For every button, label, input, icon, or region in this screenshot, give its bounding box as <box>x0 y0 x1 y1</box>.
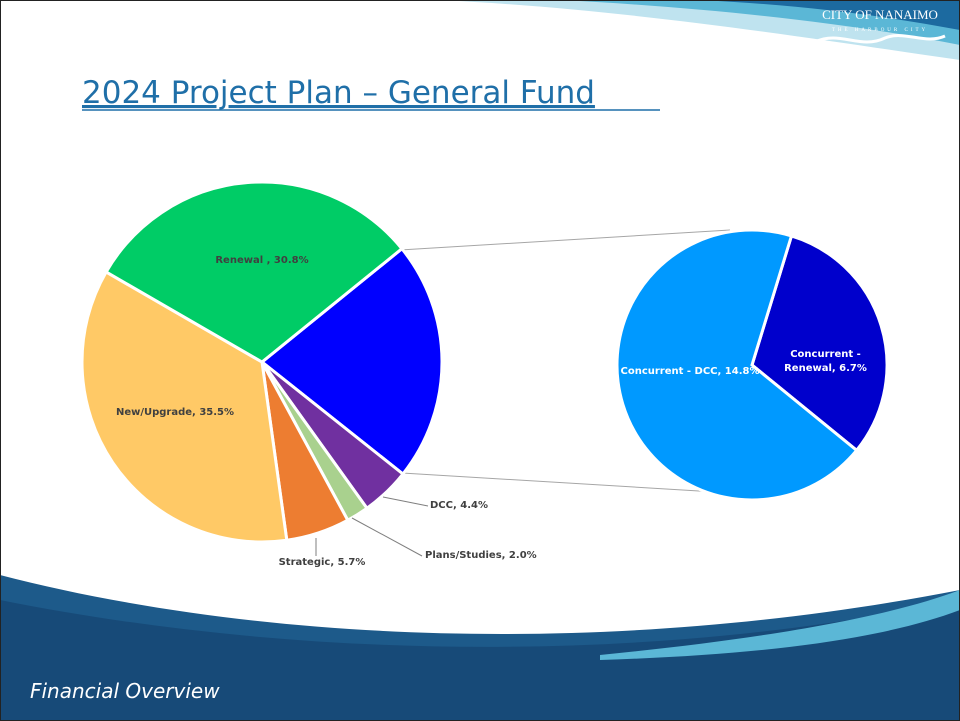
data-label: Strategic, 5.7% <box>278 557 366 568</box>
wave <box>700 0 960 30</box>
data-label: Concurrent - DCC, 14.8% <box>620 366 760 377</box>
label-box: Renewal , 30.8% <box>215 255 309 266</box>
logo: CITY OF NANAIMO <box>822 7 938 22</box>
label-box: Strategic, 5.7% <box>278 557 366 568</box>
label-box: Plans/Studies, 2.0% <box>425 550 537 561</box>
footer: Financial Overview <box>30 679 220 703</box>
slice <box>80 269 289 544</box>
label-box: Concurrent - DCC, 14.8% <box>620 366 760 377</box>
data-label: Concurrent - Renewal, 6.7% <box>784 349 867 374</box>
slice <box>615 228 859 502</box>
band <box>0 600 960 721</box>
logo-wave <box>814 34 946 44</box>
data-label: DCC, 4.4% <box>430 500 488 511</box>
data-label: Plans/Studies, 2.0% <box>425 550 537 561</box>
label-box: DCC, 4.4% <box>430 500 488 511</box>
charts: DCC, 4.4% Plans/Studies, 2.0% Strategic, 5… <box>80 180 889 568</box>
slice <box>259 246 444 477</box>
leader-line <box>382 496 429 507</box>
data-label: Renewal , 30.8% <box>215 255 309 266</box>
logo-tagline: THE HARBOUR CITY <box>832 28 928 33</box>
slice <box>750 234 889 453</box>
leader-line <box>351 517 423 557</box>
slide-title: 2024 Project Plan – General Fund <box>82 75 595 111</box>
slice <box>104 180 404 364</box>
label-box: New/Upgrade, 35.5% <box>115 407 235 418</box>
data-label: New/Upgrade, 35.5% <box>115 407 235 418</box>
wave <box>600 590 960 660</box>
connector <box>399 229 731 251</box>
label-box: Concurrent - Renewal, 6.7% <box>784 349 867 374</box>
